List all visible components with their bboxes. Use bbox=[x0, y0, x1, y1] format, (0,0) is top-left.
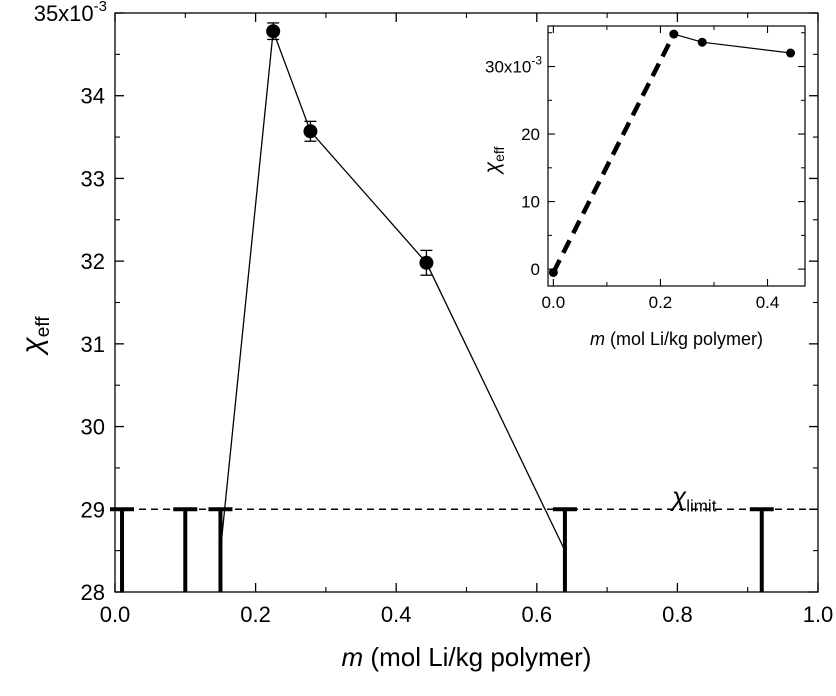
main-plot: 0.0 0.2 0.4 0.6 0.8 1.0 28 29 30 31 32 33 34 35x10-3 χ… bbox=[16, 0, 833, 672]
inset-y-tick-label: 30x10-3 bbox=[485, 54, 542, 77]
inset-y-tick-label: 10 bbox=[521, 193, 540, 212]
y-tick-label: 29 bbox=[81, 497, 105, 522]
x-tick-label: 0.4 bbox=[381, 602, 412, 627]
x-tick-label: 1.0 bbox=[803, 602, 834, 627]
x-tick-label: 0.6 bbox=[522, 602, 553, 627]
series-line bbox=[219, 30, 566, 551]
data-point bbox=[419, 255, 434, 270]
inset-data-point bbox=[697, 37, 707, 47]
inset-dashed-line bbox=[551, 33, 676, 274]
inset-y-axis-title: χeff bbox=[481, 146, 507, 175]
inset-x-axis-title: m (mol Li/kg polymer) bbox=[590, 329, 763, 349]
chi-limit-label: χlimit bbox=[670, 481, 717, 515]
inset-x-tick-label: 0.4 bbox=[756, 293, 780, 312]
inset-y-tick-label: 0 bbox=[531, 260, 540, 279]
y-tick-label: 31 bbox=[81, 332, 105, 357]
y-tick-label: 28 bbox=[81, 580, 105, 605]
y-tick-label: 33 bbox=[81, 166, 105, 191]
y-tick-label: 30 bbox=[81, 415, 105, 440]
inset-frame bbox=[547, 25, 806, 287]
y-tick-label: 32 bbox=[81, 249, 105, 274]
x-tick-label: 0.0 bbox=[100, 602, 131, 627]
inset-plot: 0.0 0.2 0.4 0 10 20 30x10-3 m (mol Li/kg polyme… bbox=[481, 25, 806, 349]
y-tick-label: 34 bbox=[81, 84, 105, 109]
data-point bbox=[303, 124, 318, 139]
inset-x-tick-label: 0.2 bbox=[649, 293, 673, 312]
data-point bbox=[266, 24, 281, 39]
y-tick-label: 35x10-3 bbox=[34, 0, 107, 26]
y-axis-title: χeff bbox=[16, 316, 54, 357]
x-axis-title: m (mol Li/kg polymer) bbox=[342, 642, 592, 672]
inset-x-tick-label: 0.0 bbox=[542, 293, 566, 312]
inset-y-tick-label: 20 bbox=[521, 125, 540, 144]
x-tick-label: 0.8 bbox=[662, 602, 693, 627]
inset-data-point bbox=[669, 29, 679, 39]
inset-data-point bbox=[786, 48, 796, 58]
x-tick-label: 0.2 bbox=[240, 602, 271, 627]
inset-data-point bbox=[548, 267, 558, 277]
